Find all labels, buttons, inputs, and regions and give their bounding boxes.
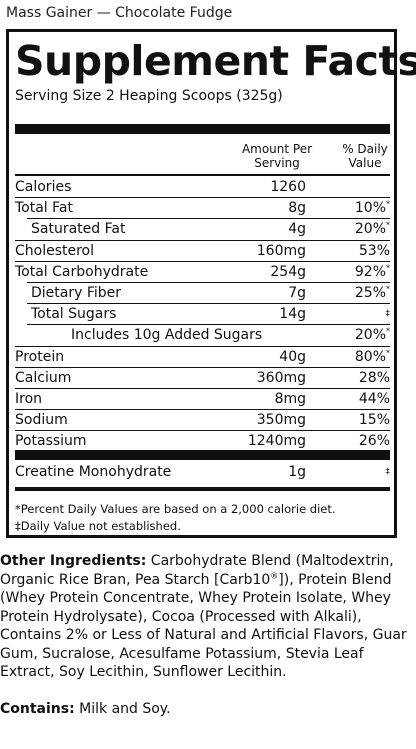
nutrient-daily-value: ‡ <box>385 467 391 477</box>
nutrient-row-creatine: Creatine Monohydrate 1g ‡ <box>15 462 390 483</box>
row-divider <box>27 303 390 305</box>
row-divider <box>27 324 390 326</box>
row-divider <box>15 388 390 389</box>
nutrient-name: Dietary Fiber <box>31 285 122 301</box>
panel-title: Supplement Facts <box>15 37 416 85</box>
row-divider <box>15 239 390 241</box>
nutrient-name: Creatine Monohydrate <box>15 464 172 480</box>
nutrient-row: Cholesterol 160mg 53% <box>15 241 390 262</box>
nutrient-row: Includes 10g Added Sugars 20%* <box>15 325 390 346</box>
footnote-not-established: ‡Daily Value not established. <box>15 519 181 533</box>
nutrient-name: Saturated Fat <box>31 221 126 238</box>
nutrient-row: Sodium 350mg 15% <box>15 410 390 431</box>
nutrient-row: Total Carbohydrate 254g 92%* <box>15 262 390 283</box>
nutrient-row: Saturated Fat 4g 20%* <box>15 219 390 240</box>
nutrient-row: Potassium 1240mg 26% <box>15 431 390 452</box>
nutrient-daily-value: 15% <box>358 412 390 429</box>
nutrient-amount: 14g <box>279 306 306 323</box>
nutrient-daily-value: 25%* <box>354 284 390 301</box>
nutrient-daily-value: ‡ <box>385 309 391 320</box>
nutrient-name: Protein <box>15 348 65 365</box>
nutrient-name: Iron <box>15 391 43 407</box>
nutrient-name: Calories <box>15 179 72 195</box>
asterisk-mark: * <box>386 199 390 209</box>
nutrient-amount: 40g <box>279 348 306 365</box>
other-ingredients: Other Ingredients: Carbohydrate Blend (M… <box>0 552 414 682</box>
nutrient-daily-value: 80%* <box>354 347 390 365</box>
asterisk-mark: * <box>386 263 390 273</box>
nutrient-name: Potassium <box>15 433 87 450</box>
asterisk-mark: * <box>386 326 390 336</box>
nutrient-amount: 8mg <box>274 391 306 407</box>
nutrient-amount: 360mg <box>256 369 306 386</box>
nutrient-row: Iron 8mg 44% <box>15 389 390 410</box>
row-divider <box>15 366 390 368</box>
row-divider <box>15 409 390 411</box>
nutrient-amount: 8g <box>288 200 306 217</box>
nutrient-name: Includes 10g Added Sugars <box>71 327 263 344</box>
row-divider <box>27 282 390 283</box>
other-ingredients-label: Other Ingredients: <box>0 553 147 569</box>
thick-divider <box>15 124 390 134</box>
nutrient-amount: 1240mg <box>247 433 306 450</box>
thick-divider-lower <box>15 450 390 460</box>
row-divider <box>15 430 390 432</box>
product-name: Mass Gainer — Chocolate Fudge <box>6 5 233 21</box>
nutrient-row: Total Sugars 14g ‡ <box>15 304 390 325</box>
nutrient-name: Total Sugars <box>31 306 117 323</box>
other-ingredients-text-2: ]), Protein Blend (Whey Protein Concentr… <box>0 571 407 681</box>
row-divider <box>15 197 390 199</box>
nutrient-name: Total Fat <box>15 200 73 217</box>
footnote-daily-value: *Percent Daily Values are based on a 2,0… <box>15 502 336 516</box>
nutrient-amount: 4g <box>288 221 306 238</box>
amount-per-serving-header: Amount Per Serving <box>241 142 313 170</box>
nutrient-row: Calories 1260 <box>15 177 390 198</box>
nutrient-daily-value: 10%* <box>354 199 390 217</box>
footer-divider <box>15 487 390 491</box>
nutrient-daily-value: 26% <box>358 433 390 450</box>
nutrient-name: Calcium <box>15 369 72 386</box>
serving-size: Serving Size 2 Heaping Scoops (325g) <box>15 88 283 104</box>
nutrient-row: Protein 40g 80%* <box>15 347 390 368</box>
nutrient-daily-value: 53% <box>358 242 390 259</box>
asterisk-mark: * <box>386 347 390 357</box>
nutrient-row: Calcium 360mg 28% <box>15 368 390 389</box>
contains-label: Contains: <box>0 701 75 717</box>
nutrient-amount: 1g <box>288 464 306 480</box>
nutrient-amount: 160mg <box>256 242 306 259</box>
nutrient-amount: 7g <box>288 285 306 301</box>
nutrient-daily-value: 92%* <box>354 263 390 280</box>
nutrient-row: Total Fat 8g 10%* <box>15 198 390 219</box>
nutrient-name: Cholesterol <box>15 242 95 259</box>
nutrient-daily-value: 20%* <box>354 220 390 238</box>
row-divider <box>15 345 390 347</box>
nutrient-name: Total Carbohydrate <box>15 263 149 280</box>
nutrient-amount: 350mg <box>256 412 306 429</box>
registered-mark: ® <box>270 570 279 580</box>
header-divider <box>15 174 390 176</box>
nutrient-daily-value: 44% <box>358 391 390 407</box>
contains-text: Milk and Soy. <box>74 701 171 717</box>
nutrient-amount: 1260 <box>270 179 306 195</box>
row-divider <box>15 260 390 262</box>
nutrient-daily-value: 28% <box>358 369 390 386</box>
allergen-statement: Contains: Milk and Soy. <box>0 701 171 717</box>
asterisk-mark: * <box>386 284 390 294</box>
daily-value-header: % Daily Value <box>342 142 388 170</box>
supplement-facts-panel: Supplement Facts Serving Size 2 Heaping … <box>6 29 416 538</box>
nutrient-daily-value: 20%* <box>354 326 390 344</box>
other-ingredients-text-1: Carbohydrate Blend (Maltodextrin, Organi… <box>0 553 394 588</box>
asterisk-mark: * <box>386 220 390 230</box>
nutrient-row: Dietary Fiber 7g 25%* <box>15 283 390 304</box>
nutrient-name: Sodium <box>15 412 68 429</box>
nutrient-amount: 254g <box>270 263 306 280</box>
row-divider <box>27 218 390 220</box>
